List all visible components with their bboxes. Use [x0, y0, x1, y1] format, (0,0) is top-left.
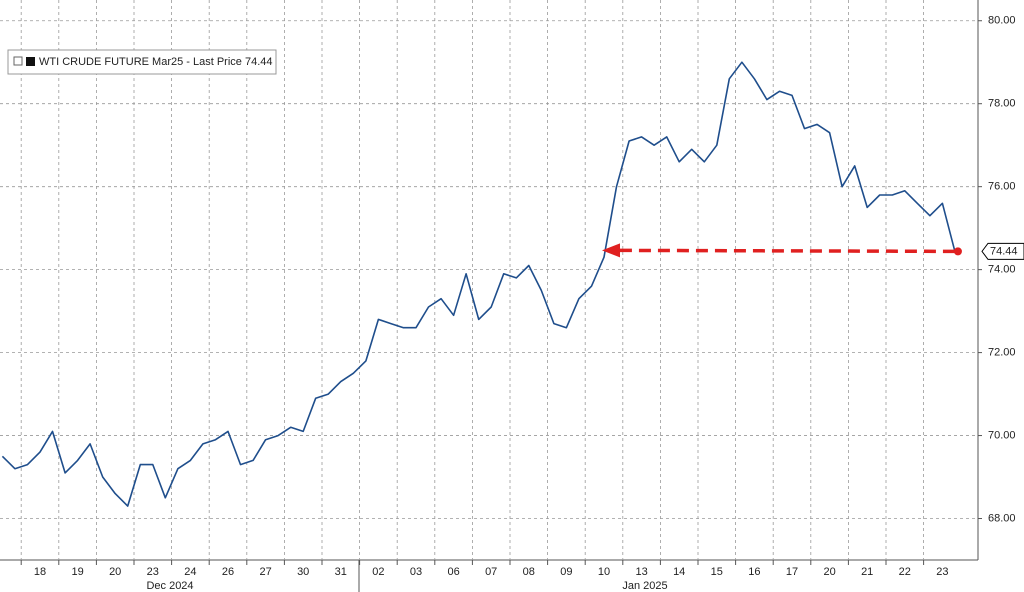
y-tick-label: 74.00: [988, 264, 1016, 276]
y-tick-label: 68.00: [988, 512, 1016, 524]
x-tick-label: 22: [899, 566, 911, 578]
x-tick-label: 13: [635, 566, 647, 578]
x-tick-label: 09: [560, 566, 572, 578]
x-tick-label: 27: [259, 566, 271, 578]
x-tick-label: 07: [485, 566, 497, 578]
y-tick-label: 70.00: [988, 429, 1016, 441]
legend-label: WTI CRUDE FUTURE Mar25 - Last Price 74.4…: [39, 56, 273, 68]
month-label: Jan 2025: [622, 580, 667, 592]
arrow-head: [602, 243, 620, 258]
x-tick-label: 23: [147, 566, 159, 578]
legend-swatch: [26, 57, 35, 66]
legend-box: [7, 49, 277, 75]
x-tick-label: 21: [861, 566, 873, 578]
x-tick-label: 03: [410, 566, 422, 578]
x-tick-label: 31: [335, 566, 347, 578]
last-point: [953, 247, 962, 256]
y-tick-label: 78.00: [988, 98, 1016, 110]
x-tick-label: 18: [34, 566, 46, 578]
x-tick-label: 23: [936, 566, 948, 578]
x-tick-label: 26: [222, 566, 234, 578]
last-price-box: [981, 242, 1024, 260]
x-tick-label: 20: [109, 566, 121, 578]
x-tick-label: 20: [823, 566, 835, 578]
y-tick-label: 76.00: [988, 181, 1016, 193]
x-tick-label: 30: [297, 566, 309, 578]
price-line: [1, 61, 956, 507]
y-tick-label: 72.00: [988, 346, 1016, 358]
last-price-label: 74.44: [990, 245, 1018, 257]
x-tick-label: 10: [598, 566, 610, 578]
legend: WTI CRUDE FUTURE Mar25 - Last Price 74.4…: [7, 49, 277, 75]
x-tick-label: 19: [71, 566, 83, 578]
x-tick-label: 08: [523, 566, 535, 578]
x-tick-label: 16: [748, 566, 760, 578]
y-tick-label: 80.00: [988, 15, 1016, 27]
month-label: Dec 2024: [146, 580, 193, 592]
x-tick-label: 14: [673, 566, 685, 578]
x-tick-label: 06: [447, 566, 459, 578]
x-tick-label: 15: [711, 566, 723, 578]
legend-icon: [13, 56, 23, 66]
x-tick-label: 02: [372, 566, 384, 578]
x-tick-label: 17: [786, 566, 798, 578]
x-tick-label: 24: [184, 566, 196, 578]
